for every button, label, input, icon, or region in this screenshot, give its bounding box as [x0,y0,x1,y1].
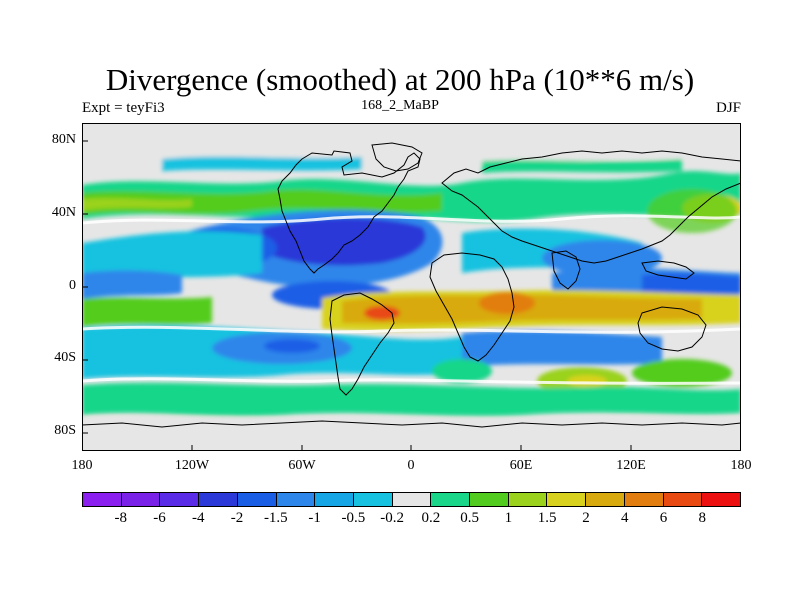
band-arctic-lightblue [162,156,362,171]
darkblue-trough [262,218,426,266]
axis-ticks [82,140,632,451]
coast-australia [637,306,707,352]
colorbar [82,492,741,507]
white-contour-gaps [82,214,741,385]
colorbar-swatch [237,493,277,506]
colorbar-swatch [121,493,161,506]
colorbar-label: 2 [582,510,590,526]
colorbar-swatch [624,493,664,506]
lon-tick-60e: 60E [509,458,533,473]
lat-tick-40n: 40N [51,205,76,220]
coast-africa [429,252,515,362]
colorbar-swatch [470,493,509,506]
colorbar-label: 0.2 [421,510,441,526]
colorbar-swatch [431,493,471,506]
green-equator-west [82,297,212,327]
coast-antarctica [82,420,741,428]
colorbar-label: -2 [230,510,244,526]
lon-tick-0: 0 [407,458,415,473]
colorbar-labels: -8 -6 -4 -2 -1.5 -1 -0.5 -0.2 0.2 0.5 1 1.5 2 4 6 8 [82,510,741,530]
blue-equator-west [82,270,182,299]
divergence-map [82,123,741,451]
lon-tick-180e: 180 [730,458,752,473]
band-arctic-green [482,159,682,173]
coast-maritime [641,260,695,280]
colorbar-label: -1.5 [263,510,288,526]
contour-fills [82,123,741,451]
red-indian [479,292,535,314]
colorbar-swatch [276,493,316,506]
darkblue-south-pacific [264,339,320,353]
blue-nw-pacific [542,240,662,276]
colorbar-swatch [547,493,587,506]
colorbar-label: 4 [620,510,629,526]
colorbar-label: -6 [153,510,166,526]
colorbar-swatch [199,493,238,506]
lightblue-eastpac [82,231,262,283]
colorbar-swatch [83,493,122,506]
lon-tick-120w: 120W [174,458,210,473]
lon-tick-120e: 120E [616,458,646,473]
yellow-south-indian [567,375,607,387]
colorbar-label: -0.5 [341,510,366,526]
colorbar-label: 1.5 [537,510,557,526]
lat-tick-0: 0 [69,278,76,293]
lat-tick-80n: 80N [51,132,76,147]
darkblue-equator-east [642,273,741,295]
colorbar-label: -8 [114,510,128,526]
colorbar-label: 8 [698,510,706,526]
lon-tick-60w: 60W [288,458,316,473]
colorbar-label: -0.2 [380,510,404,526]
green-ne-pacific [647,189,737,233]
colorbar-swatch [353,493,393,506]
colorbar-label: -1 [308,510,321,526]
colorbar-label: 1 [504,510,513,526]
colorbar-swatch [508,493,548,506]
colorbar-swatch [315,493,354,506]
coast-south-america [329,292,395,396]
polar-cap-north [82,123,741,167]
red-atlantic [364,306,400,320]
green-south-atlantic [432,359,492,383]
colorbar-swatch [663,493,703,506]
blue-southern-indian [462,330,662,367]
coastlines [82,142,741,428]
polar-cap-south [82,417,741,451]
colorbar-swatch [160,493,200,506]
experiment-label: Expt = teyFi3 [82,100,165,116]
lon-tick-180w: 180 [71,458,93,473]
lat-tick-80s: 80S [54,423,76,438]
coast-north-america [277,150,421,274]
colorbar-label: -4 [192,510,205,526]
coast-europe-asia [441,150,741,264]
colorbar-swatch [586,493,625,506]
run-label: 168_2_MaBP [361,98,439,113]
band-north-lime [82,189,442,215]
lime-south-pacific-east [632,359,732,387]
colorbar-swatch [392,493,432,506]
colorbar-label: 0.5 [460,510,480,526]
coast-india [551,250,581,290]
band-north-yellow [82,197,192,211]
season-label: DJF [715,100,741,116]
coast-greenland [371,142,423,172]
plot-title: Divergence (smoothed) at 200 hPa (10**6 … [105,62,695,97]
green-southern-band [82,382,741,416]
colorbar-swatch [702,493,740,506]
lat-tick-40s: 40S [54,350,76,365]
colorbar-label: 6 [659,510,668,526]
